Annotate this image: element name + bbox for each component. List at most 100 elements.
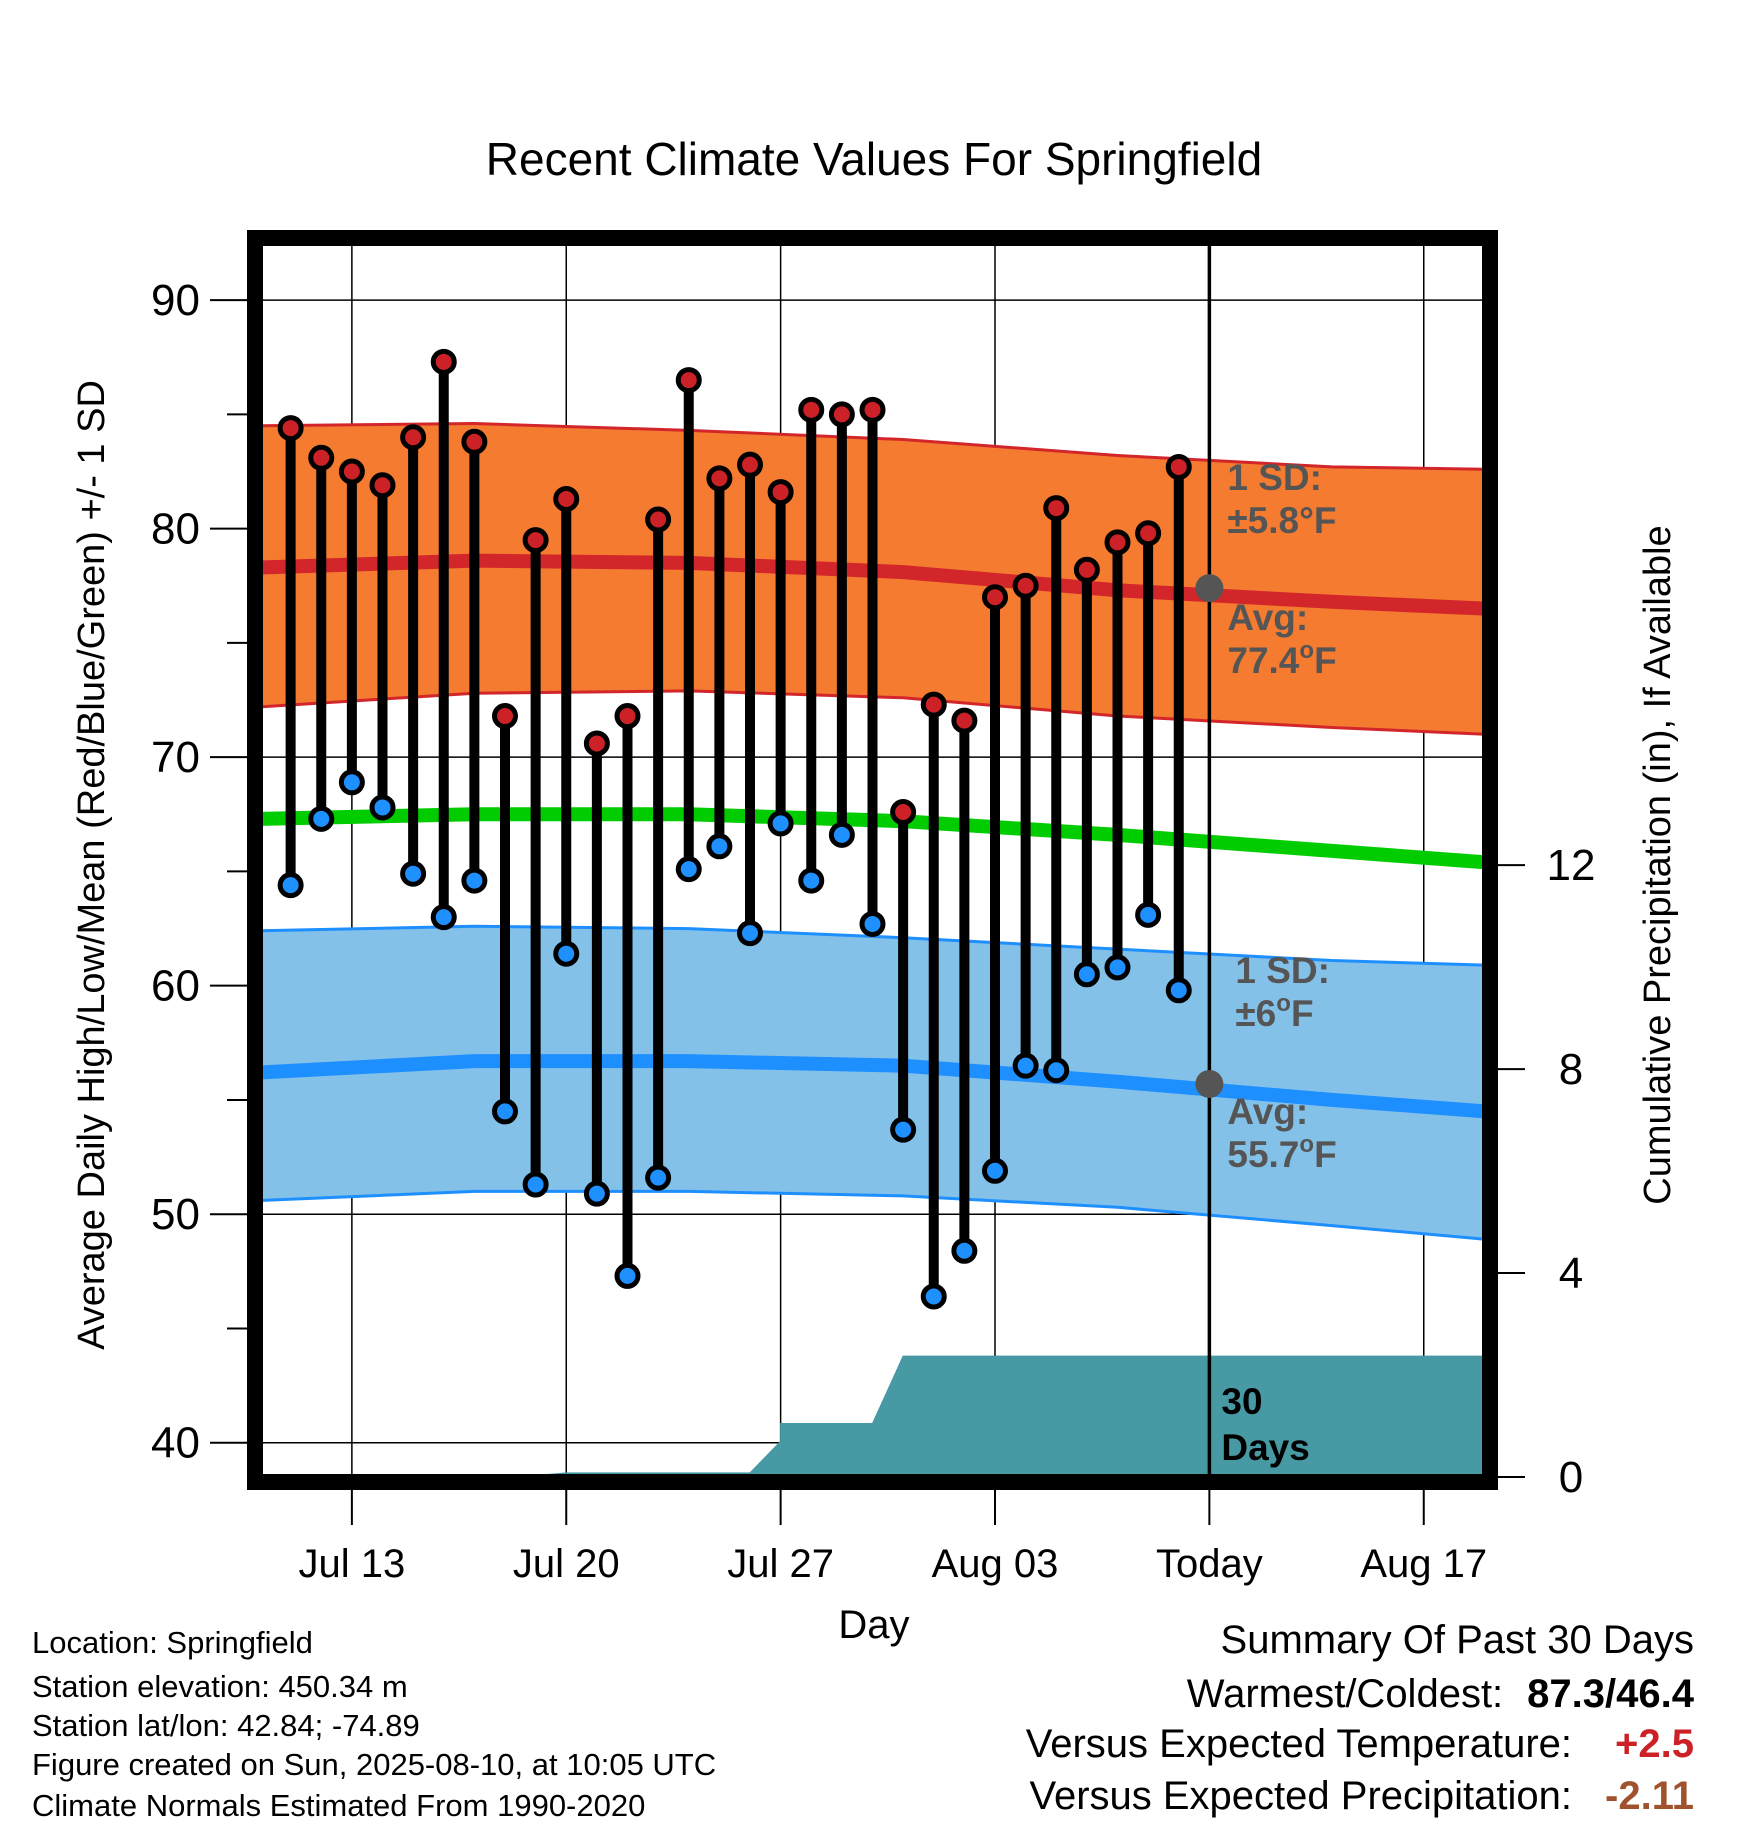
y-tick-label: 50: [151, 1190, 200, 1239]
obs-low-point: [461, 867, 488, 894]
footer-latlon: Station lat/lon: 42.84; -74.89: [32, 1708, 420, 1743]
obs-low-point: [675, 856, 702, 883]
summary-warm-cold-label: Warmest/Coldest:: [1186, 1672, 1504, 1716]
footer-created: Figure created on Sun, 2025-08-10, at 10…: [32, 1747, 717, 1782]
plot-frame: [247, 230, 1498, 1490]
x-tick-label: Aug 03: [932, 1542, 1059, 1586]
obs-high-point: [308, 444, 335, 471]
y2-tick-label: 8: [1559, 1045, 1583, 1094]
summary-precip: Versus Expected Precipitation: -2.11: [1029, 1774, 1694, 1819]
obs-high-point: [522, 527, 549, 554]
obs-high-point: [798, 396, 825, 423]
summary-title: Summary Of Past 30 Days: [1220, 1618, 1694, 1662]
low-avg-label: Avg:: [1227, 1091, 1308, 1132]
summary-temp-value: +2.5: [1615, 1722, 1694, 1766]
x-tick-label: Today: [1156, 1542, 1263, 1586]
obs-high-point: [614, 703, 641, 730]
obs-low-point: [553, 940, 580, 967]
x-tick-label: Jul 27: [727, 1542, 834, 1586]
high-sd-value: ±5.8°F: [1227, 500, 1336, 541]
obs-low-point: [828, 821, 855, 848]
y-tick-label: 70: [151, 733, 200, 782]
obs-low-point: [737, 920, 763, 947]
low-sd-band: [260, 926, 1485, 1240]
obs-high-point: [828, 401, 855, 428]
obs-high-point: [1073, 556, 1100, 583]
obs-low-point: [859, 910, 886, 937]
high-sd-label: 1 SD:: [1227, 457, 1322, 498]
obs-low-point: [1104, 954, 1131, 981]
obs-high-point: [400, 424, 427, 451]
precip-days-label-2: Days: [1221, 1427, 1309, 1468]
y-axis-label: Average Daily High/Low/Mean (Red/Blue/Gr…: [71, 380, 113, 1350]
obs-high-point: [675, 367, 702, 394]
obs-high-point: [645, 506, 672, 533]
summary-temp-label: Versus Expected Temperature:: [1025, 1722, 1572, 1766]
obs-low-point: [492, 1098, 518, 1125]
x-tick-label: Aug 17: [1360, 1542, 1487, 1586]
obs-high-point: [890, 799, 917, 826]
obs-high-point: [369, 472, 396, 499]
obs-high-point: [430, 348, 457, 375]
obs-low-point: [430, 904, 457, 931]
obs-low-point: [1165, 977, 1192, 1004]
obs-high-point: [1165, 453, 1192, 480]
obs-high-point: [951, 707, 978, 734]
obs-low-point: [522, 1171, 549, 1198]
obs-low-point: [369, 794, 396, 821]
summary-warm-cold: Warmest/Coldest: 87.3/46.4: [1187, 1672, 1694, 1717]
obs-high-point: [1135, 520, 1162, 547]
low-sd-value: ±6oF: [1235, 990, 1313, 1034]
summary-warm-cold-value: 87.3/46.4: [1527, 1672, 1694, 1716]
obs-low-point: [706, 833, 733, 860]
x-tick-label: Jul 20: [513, 1542, 620, 1586]
y2-tick-label: 0: [1559, 1453, 1583, 1502]
y-tick-label: 40: [151, 1419, 200, 1468]
obs-high-point: [1012, 572, 1039, 599]
plot-content: [260, 243, 1485, 1477]
obs-high-point: [920, 691, 947, 718]
obs-low-point: [767, 810, 794, 837]
obs-low-point: [277, 872, 304, 899]
obs-high-point: [859, 396, 886, 423]
high-avg-value: 77.4oF: [1227, 637, 1336, 681]
obs-high-point: [706, 465, 733, 492]
footer-location: Location: Springfield: [32, 1625, 313, 1660]
obs-low-point: [982, 1157, 1008, 1184]
obs-low-point: [920, 1283, 947, 1310]
obs-high-point: [583, 730, 610, 757]
obs-high-point: [767, 479, 794, 506]
obs-low-point: [583, 1180, 610, 1207]
obs-high-point: [277, 415, 304, 442]
today-high-avg-marker: [1195, 574, 1224, 603]
y2-axis-label: Cumulative Precipitation (in), If Availa…: [1637, 525, 1679, 1204]
y2-tick-label: 12: [1547, 841, 1596, 890]
summary-precip-label: Versus Expected Precipitation:: [1029, 1774, 1572, 1818]
obs-low-point: [1073, 961, 1100, 988]
obs-low-point: [1043, 1057, 1070, 1084]
today-low-avg-marker: [1195, 1069, 1224, 1098]
x-axis-label: Day: [838, 1603, 909, 1647]
obs-low-point: [1135, 901, 1162, 928]
obs-high-point: [982, 584, 1008, 611]
low-avg-value: 55.7oF: [1227, 1131, 1336, 1175]
obs-high-point: [338, 458, 365, 485]
obs-low-point: [1012, 1052, 1039, 1079]
obs-low-point: [951, 1237, 978, 1264]
footer-normals: Climate Normals Estimated From 1990-2020: [32, 1788, 646, 1823]
high-sd-upper-line: [260, 421, 1485, 471]
precip-days-label-1: 30: [1221, 1381, 1262, 1422]
summary-precip-value: -2.11: [1605, 1774, 1694, 1818]
x-tick-label: Jul 13: [299, 1542, 406, 1586]
obs-low-point: [614, 1262, 641, 1289]
obs-low-point: [645, 1164, 672, 1191]
obs-low-point: [890, 1116, 917, 1143]
footer-elevation: Station elevation: 450.34 m: [32, 1669, 408, 1704]
obs-high-point: [461, 428, 488, 455]
summary-temp: Versus Expected Temperature: +2.5: [1026, 1722, 1694, 1767]
y2-tick-label: 4: [1559, 1249, 1583, 1298]
obs-low-point: [338, 769, 365, 796]
high-avg-label: Avg:: [1227, 597, 1308, 638]
obs-low-point: [400, 860, 427, 887]
